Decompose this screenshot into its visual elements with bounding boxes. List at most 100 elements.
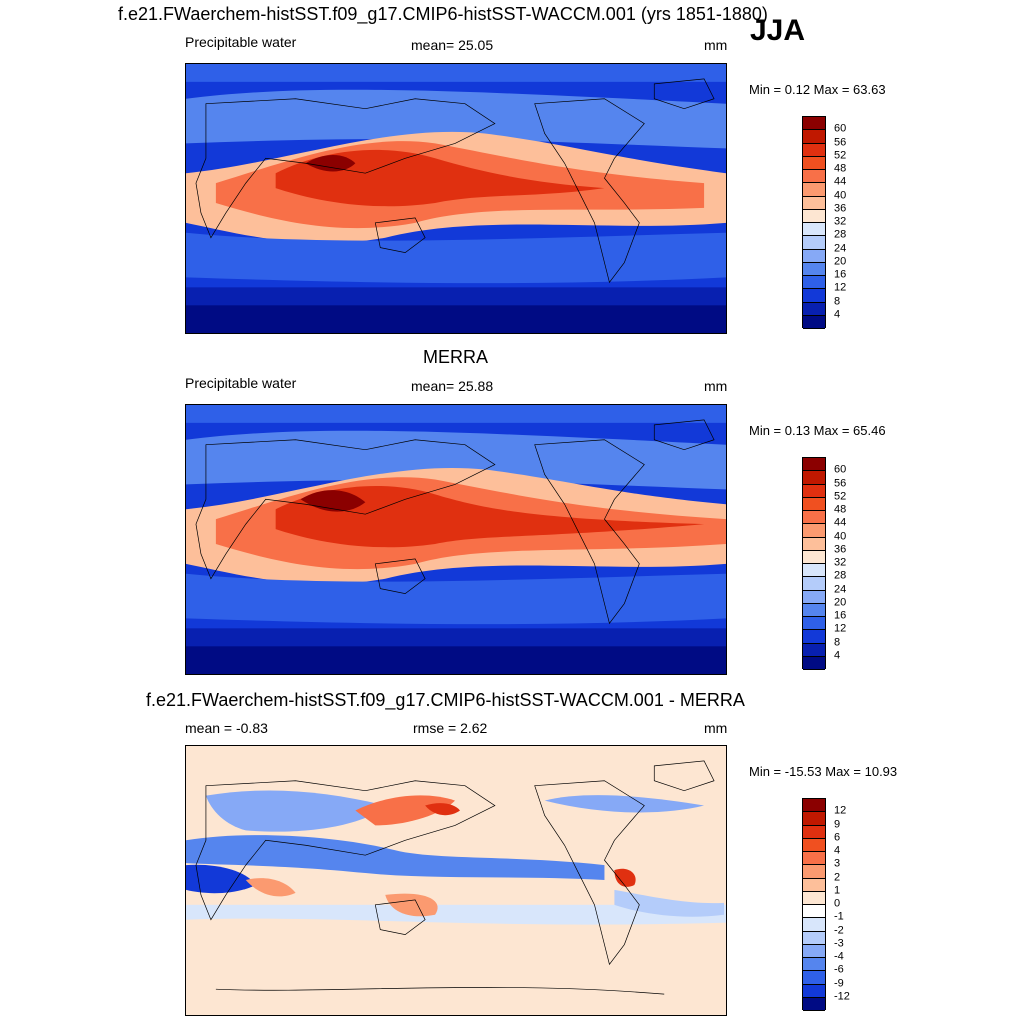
panel3-mean-label: mean = -0.83 (185, 720, 268, 736)
panel2-mean-label: mean= 25.88 (411, 378, 494, 394)
colorbar-tick-label: 44 (834, 516, 847, 529)
colorbar-tick-label: 60 (834, 122, 847, 135)
colorbar-swatch (803, 302, 825, 316)
panel1-colorbar (802, 116, 826, 329)
colorbar-swatch (803, 209, 825, 223)
colorbar-swatch (803, 564, 825, 578)
panel1-colorbar-labels: 60 56 52 48 44 40 36 32 28 24 20 16 12 8 4 (834, 116, 864, 328)
colorbar-swatch (803, 262, 825, 276)
colorbar-swatch (803, 143, 825, 157)
panel3-minmax: Min = -15.53 Max = 10.93 (749, 764, 898, 779)
colorbar-tick-label: 56 (834, 136, 847, 148)
colorbar-swatch (803, 315, 825, 329)
panel1-map-canvas (186, 64, 726, 333)
colorbar-swatch (803, 130, 825, 144)
colorbar-tick-label: 2 (834, 871, 841, 883)
colorbar-tick-label: 48 (834, 162, 847, 175)
colorbar-swatch (803, 524, 825, 538)
colorbar-tick-label: 48 (834, 503, 847, 516)
colorbar-tick-label: 28 (834, 569, 847, 582)
panel2-colorbar-labels: 60 56 52 48 44 40 36 32 28 24 20 16 12 8 4 (834, 457, 864, 669)
colorbar-tick-label: -9 (834, 977, 844, 989)
season-label: JJA (750, 14, 806, 47)
colorbar-swatch (803, 236, 825, 250)
panel3-map-canvas (186, 746, 726, 1015)
colorbar-swatch (803, 838, 825, 852)
panel3-title: f.e21.FWaerchem-histSST.f09_g17.CMIP6-hi… (146, 690, 745, 710)
colorbar-tick-label: 24 (834, 583, 847, 595)
panel3-colorbar (802, 798, 826, 1011)
panel3-map (185, 745, 727, 1016)
colorbar-tick-label: -2 (834, 924, 844, 936)
panel1-map (185, 63, 727, 334)
colorbar-swatch (803, 905, 825, 919)
colorbar-tick-label: -4 (834, 950, 844, 963)
colorbar-tick-label: 12 (834, 804, 847, 817)
colorbar-swatch (803, 825, 825, 839)
colorbar-swatch (803, 511, 825, 525)
panel1-mean-label: mean= 25.05 (411, 37, 494, 53)
colorbar-tick-label: 40 (834, 189, 847, 201)
colorbar-tick-label: 52 (834, 149, 847, 162)
colorbar-swatch (803, 971, 825, 985)
colorbar-swatch (803, 958, 825, 972)
panel2-colorbar (802, 457, 826, 670)
panel3-colorbar-labels: 12 9 6 4 3 2 1 0 -1 -2 -3 -4 -6 -9 -12 (834, 798, 864, 1010)
colorbar-tick-label: 56 (834, 477, 847, 489)
colorbar-swatch (803, 984, 825, 998)
panel2-title: MERRA (423, 347, 489, 367)
colorbar-swatch (803, 630, 825, 644)
colorbar-swatch (803, 891, 825, 905)
colorbar-swatch (803, 550, 825, 564)
colorbar-tick-label: 12 (834, 622, 847, 635)
colorbar-tick-label: 32 (834, 215, 847, 228)
colorbar-swatch (803, 170, 825, 184)
panel2-minmax: Min = 0.13 Max = 65.46 (749, 423, 886, 438)
colorbar-swatch (803, 918, 825, 932)
panel1-variable-label: Precipitable water (185, 34, 297, 50)
colorbar-swatch (803, 865, 825, 879)
colorbar-tick-label: 60 (834, 463, 847, 476)
colorbar-tick-label: 44 (834, 175, 847, 188)
colorbar-swatch (803, 812, 825, 826)
colorbar-swatch (803, 223, 825, 237)
colorbar-swatch (803, 577, 825, 591)
colorbar-tick-label: 24 (834, 242, 847, 254)
colorbar-swatch (803, 997, 825, 1011)
colorbar-tick-label: 6 (834, 831, 841, 844)
colorbar-swatch (803, 617, 825, 631)
colorbar-swatch (803, 878, 825, 892)
colorbar-tick-label: 36 (834, 543, 847, 556)
panel2-units-label: mm (704, 378, 728, 394)
colorbar-swatch (803, 590, 825, 604)
colorbar-swatch (803, 603, 825, 617)
colorbar-swatch (803, 944, 825, 958)
colorbar-tick-label: 52 (834, 490, 847, 503)
colorbar-tick-label: 12 (834, 281, 847, 294)
colorbar-swatch (803, 643, 825, 657)
colorbar-tick-label: 20 (834, 596, 847, 609)
colorbar-tick-label: 4 (834, 308, 841, 321)
colorbar-tick-label: 16 (834, 268, 847, 281)
colorbar-tick-label: 28 (834, 228, 847, 241)
colorbar-tick-label: -1 (834, 910, 844, 923)
panel1-minmax: Min = 0.12 Max = 63.63 (749, 82, 886, 97)
colorbar-swatch (803, 656, 825, 670)
colorbar-swatch (803, 458, 825, 472)
colorbar-tick-label: 40 (834, 530, 847, 542)
colorbar-swatch (803, 799, 825, 813)
colorbar-swatch (803, 471, 825, 485)
panel3-units-label: mm (704, 720, 728, 736)
panel1-units-label: mm (704, 37, 728, 53)
colorbar-swatch (803, 484, 825, 498)
colorbar-swatch (803, 196, 825, 210)
colorbar-swatch (803, 289, 825, 303)
panel3-rmse-label: rmse = 2.62 (413, 720, 488, 736)
panel2-map-canvas (186, 405, 726, 674)
panel2-map (185, 404, 727, 675)
colorbar-swatch (803, 931, 825, 945)
colorbar-swatch (803, 497, 825, 511)
colorbar-swatch (803, 249, 825, 263)
colorbar-tick-label: 20 (834, 255, 847, 268)
colorbar-tick-label: 8 (834, 295, 841, 307)
